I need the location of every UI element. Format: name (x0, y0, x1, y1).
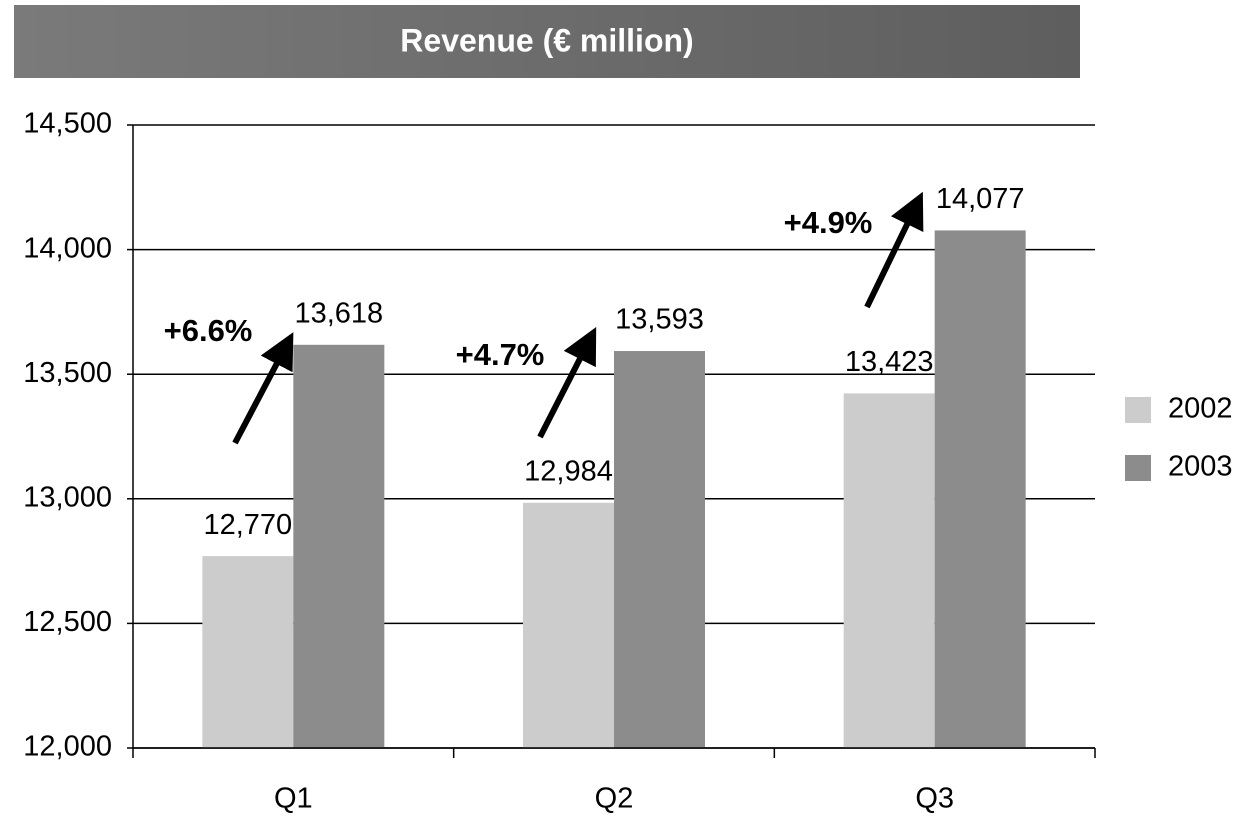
bar (523, 502, 614, 748)
growth-arrow (864, 191, 924, 309)
y-tick-label: 12,500 (23, 606, 112, 638)
y-tick-label: 13,000 (23, 481, 112, 513)
value-label: 12,770 (203, 509, 292, 541)
legend-label: 2003 (1168, 451, 1233, 483)
x-tick-label: Q3 (915, 783, 954, 815)
value-label: 13,423 (845, 346, 934, 378)
title-bar (14, 5, 1080, 78)
y-tick-label: 14,000 (23, 232, 112, 264)
x-tick-label: Q1 (274, 783, 313, 815)
legend-swatch (1125, 455, 1151, 481)
y-tick-label: 14,500 (23, 108, 112, 140)
legend-label: 2002 (1168, 393, 1233, 425)
value-label: 13,593 (615, 304, 704, 336)
x-tick-label: Q2 (595, 783, 634, 815)
y-tick-label: 13,500 (23, 357, 112, 389)
value-label: 12,984 (524, 455, 613, 487)
value-label: 13,618 (294, 297, 383, 329)
bar (614, 351, 705, 748)
legend-swatch (1125, 397, 1151, 423)
bar (843, 393, 935, 748)
bar (934, 230, 1026, 748)
bar (293, 344, 385, 748)
growth-annotation: +6.6% (164, 313, 253, 348)
y-tick-label: 12,000 (23, 731, 112, 763)
growth-arrow (232, 332, 294, 445)
bar (202, 556, 294, 748)
growth-annotation: +4.7% (456, 337, 545, 372)
value-label: 14,077 (936, 183, 1025, 215)
chart-title: Revenue (€ million) (400, 22, 693, 58)
growth-arrow (537, 326, 597, 439)
growth-annotation: +4.9% (784, 205, 873, 240)
